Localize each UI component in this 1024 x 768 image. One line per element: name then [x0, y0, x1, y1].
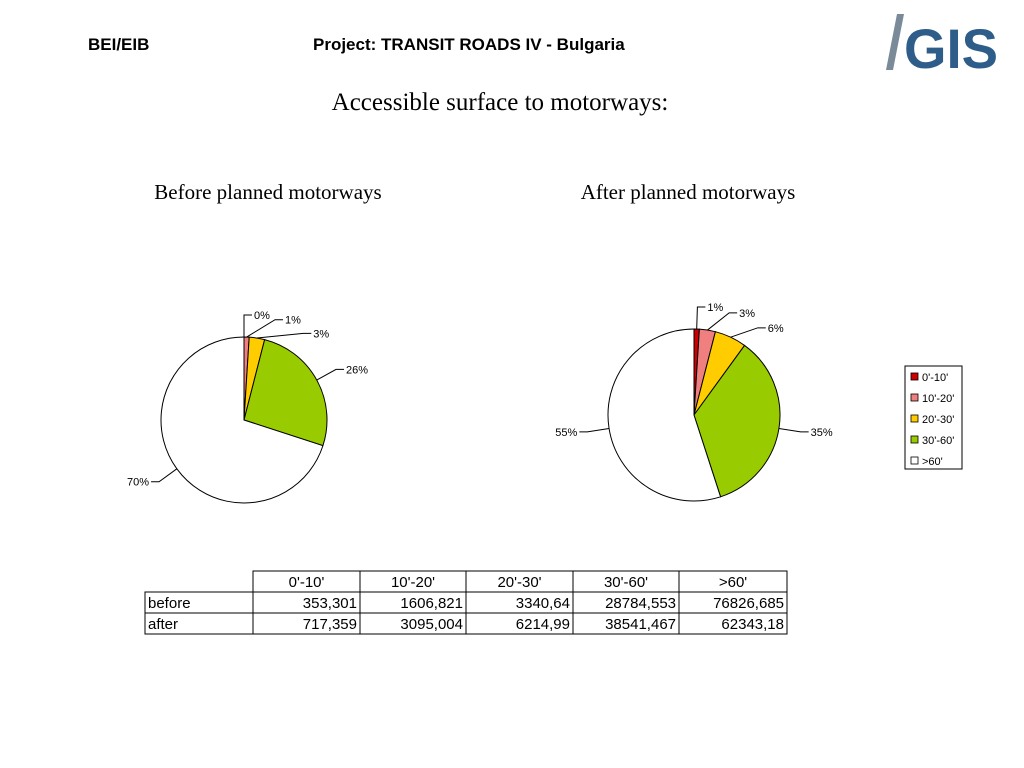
logo-bar — [886, 14, 904, 70]
leader-line — [579, 427, 610, 433]
pie-slice — [693, 344, 781, 498]
chart-title: Before planned motorways — [154, 180, 381, 204]
pie-slice — [160, 336, 324, 504]
table-cell: 76826,685 — [713, 595, 784, 612]
legend-swatch — [910, 435, 919, 444]
legend-label: 0'-10' — [922, 372, 948, 384]
leader-line — [256, 332, 312, 339]
leader-line — [730, 327, 766, 338]
row-label: before — [148, 595, 191, 612]
table-cell: 62343,18 — [721, 616, 784, 633]
pie-chart: After planned motorways 1% 3% 6% 35% 55% 0'-10… — [555, 180, 963, 502]
column-header: 20'-30' — [497, 574, 541, 591]
table: 0'-10' 10'-20' 20'-30' 30'-60' >60' before 353… — [144, 570, 788, 635]
pie-slice — [607, 328, 722, 502]
data-label: 1% — [707, 302, 723, 314]
table-cell: 3340,64 — [516, 595, 570, 612]
legend-swatch — [910, 456, 919, 465]
column-header: >60' — [719, 574, 747, 591]
leader-line — [151, 468, 178, 483]
leader-line — [246, 319, 284, 338]
data-label: 70% — [127, 477, 149, 489]
table-cell: 3095,004 — [400, 616, 463, 633]
legend-swatch — [910, 393, 919, 402]
slide-title: Accessible surface to motorways: — [332, 89, 669, 116]
table-cell: 38541,467 — [605, 616, 676, 633]
leader-line — [316, 368, 345, 381]
pie-chart: Before planned motorways 0% 1% 3% 26% 70% — [127, 180, 382, 504]
table-cell: 6214,99 — [516, 616, 570, 633]
legend-label: 20'-30' — [922, 414, 954, 426]
column-header: 30'-60' — [604, 574, 648, 591]
legend-swatch — [910, 414, 919, 423]
table-cell: 717,359 — [303, 616, 357, 633]
data-label: 55% — [555, 427, 577, 439]
legend: 0'-10' 10'-20' 20'-30' 30'-60' >60' — [904, 365, 963, 470]
legend-label: 30'-60' — [922, 435, 954, 447]
column-header: 10'-20' — [391, 574, 435, 591]
data-label: 6% — [768, 323, 784, 335]
logo: GIS — [886, 14, 998, 80]
data-label: 0% — [254, 310, 270, 322]
data-label: 35% — [811, 427, 833, 439]
header-project: Project: TRANSIT ROADS IV - Bulgaria — [313, 35, 625, 54]
pie-slice — [243, 338, 328, 447]
column-header: 0'-10' — [289, 574, 325, 591]
leader-line — [778, 427, 809, 433]
data-label: 3% — [739, 308, 755, 320]
charts: Before planned motorways 0% 1% 3% 26% 70% Afte… — [127, 180, 963, 504]
legend-label: 10'-20' — [922, 393, 954, 405]
legend-label: >60' — [922, 456, 943, 468]
leader-line — [707, 312, 738, 331]
logo-text: GIS — [904, 17, 998, 80]
table-cell: 28784,553 — [605, 595, 676, 612]
leader-line — [243, 314, 252, 337]
data-label: 26% — [346, 364, 368, 376]
table-cell: 1606,821 — [400, 595, 463, 612]
row-label: after — [148, 616, 178, 633]
table-cell: 353,301 — [303, 595, 357, 612]
chart-title: After planned motorways — [581, 180, 796, 204]
leader-line — [696, 306, 706, 330]
legend-swatch — [910, 372, 919, 381]
legend-box — [904, 365, 963, 470]
data-label: 3% — [313, 328, 329, 340]
data-label: 1% — [285, 315, 301, 327]
header-left: BEI/EIB — [88, 35, 149, 54]
